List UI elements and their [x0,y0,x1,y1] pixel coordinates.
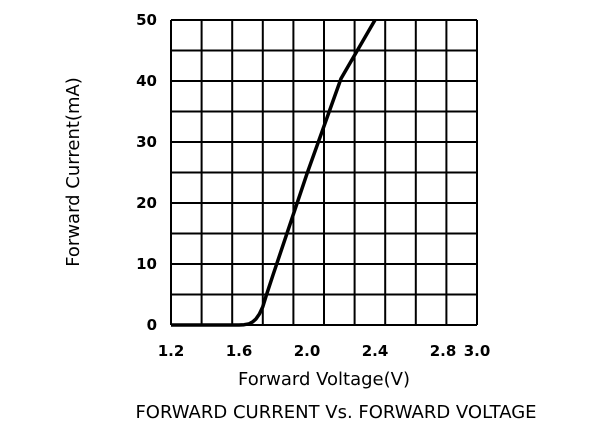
x-tick-label: 2.4 [362,342,389,360]
y-tick-label: 30 [136,133,157,151]
series-line-forward-current [171,19,377,327]
y-tick-label: 10 [136,255,157,273]
chart-caption: FORWARD CURRENT Vs. FORWARD VOLTAGE [135,402,536,423]
plot-grid [170,19,478,326]
x-tick-labels: 1.2 1.6 2.0 2.4 2.8 3.0 [158,342,491,360]
y-tick-label: 40 [136,72,157,90]
y-tick-label: 0 [147,316,157,334]
y-tick-labels: 0 10 20 30 40 50 [136,11,157,334]
x-tick-label: 1.2 [158,342,185,360]
y-tick-label: 20 [136,194,157,212]
x-tick-label: 3.0 [464,342,491,360]
x-axis-label: Forward Voltage(V) [238,369,410,390]
y-tick-label: 50 [136,11,157,29]
x-tick-label: 2.8 [430,342,457,360]
series-layer [171,19,377,327]
x-tick-label: 1.6 [226,342,253,360]
x-tick-label: 2.0 [294,342,321,360]
y-axis-label: Forward Current(mA) [63,77,84,267]
